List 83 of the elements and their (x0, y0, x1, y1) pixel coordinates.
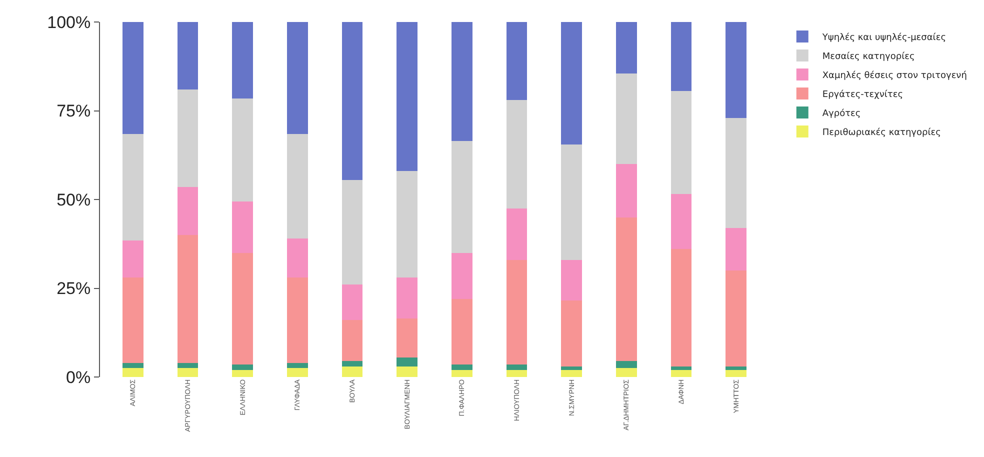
bar (177, 22, 198, 90)
bar (726, 22, 747, 118)
bar (506, 208, 528, 260)
bar (232, 98, 253, 202)
legend-label: Μεσαίες κατηγορίες (822, 51, 915, 62)
legend-label: Εργάτες-τεχνίτες (822, 89, 903, 100)
bar (396, 171, 418, 278)
y-tick-label: 25% (56, 279, 91, 298)
bar (342, 320, 363, 362)
y-tick-label: 50% (56, 190, 91, 210)
bar (616, 73, 637, 164)
legend-label: Αγρότες (822, 108, 861, 120)
bar (122, 278, 144, 363)
bar (342, 284, 363, 320)
bar (286, 368, 308, 377)
bar (452, 364, 472, 370)
bar (177, 235, 198, 363)
bar (726, 118, 747, 228)
bar (232, 370, 253, 377)
bar (396, 366, 418, 377)
bar (177, 89, 198, 188)
bar (726, 370, 747, 377)
bar (452, 252, 472, 299)
bar (670, 249, 692, 366)
bar (396, 278, 418, 318)
bar (286, 278, 308, 363)
y-tick-label: 0% (66, 368, 91, 387)
bar (122, 362, 144, 368)
bar (342, 180, 363, 285)
bar (561, 22, 582, 144)
bar (122, 240, 144, 278)
bar (396, 318, 418, 358)
bar (616, 361, 637, 368)
bar (670, 91, 692, 194)
bar (122, 22, 144, 134)
bar (177, 187, 198, 235)
bar (726, 228, 747, 270)
y-tick-label: 75% (56, 102, 91, 121)
bar (286, 134, 308, 239)
bar (561, 144, 582, 260)
bar (561, 370, 582, 377)
bar (616, 368, 637, 377)
bar (506, 370, 528, 377)
bar (726, 366, 747, 370)
bar (452, 22, 472, 141)
bar (452, 298, 472, 365)
bar (670, 22, 692, 92)
legend-label: Υψηλές και υψηλές-μεσαίες (821, 32, 946, 44)
bar (342, 366, 363, 377)
y-tick-label: 100% (47, 12, 91, 32)
legend-label: Χαμηλές θέσεις στον τριτογενή (822, 70, 967, 82)
bar (396, 357, 418, 366)
bar (342, 361, 363, 366)
bar (286, 22, 308, 134)
bar (561, 366, 582, 370)
bar (506, 22, 528, 100)
bar (616, 217, 637, 362)
bar (122, 134, 144, 240)
bar (506, 364, 528, 370)
bar (670, 366, 692, 370)
bar (232, 364, 253, 370)
bar (506, 260, 528, 365)
bar (561, 300, 582, 366)
bar (616, 22, 637, 74)
bar (452, 370, 472, 377)
bar (670, 370, 692, 377)
bar (232, 252, 253, 365)
bar (177, 362, 198, 368)
bar (396, 22, 418, 172)
bar (342, 22, 363, 180)
bar (232, 22, 253, 98)
bar (726, 270, 747, 366)
bar (232, 201, 253, 253)
bar (616, 164, 637, 218)
bar (177, 368, 198, 377)
bar (561, 260, 582, 301)
bar (452, 140, 472, 253)
legend-label: Περιθωριακές κατηγορίες (822, 127, 941, 138)
bar (670, 194, 692, 250)
bar (122, 368, 144, 377)
bar (286, 238, 308, 278)
bar (506, 100, 528, 208)
bar (286, 362, 308, 368)
